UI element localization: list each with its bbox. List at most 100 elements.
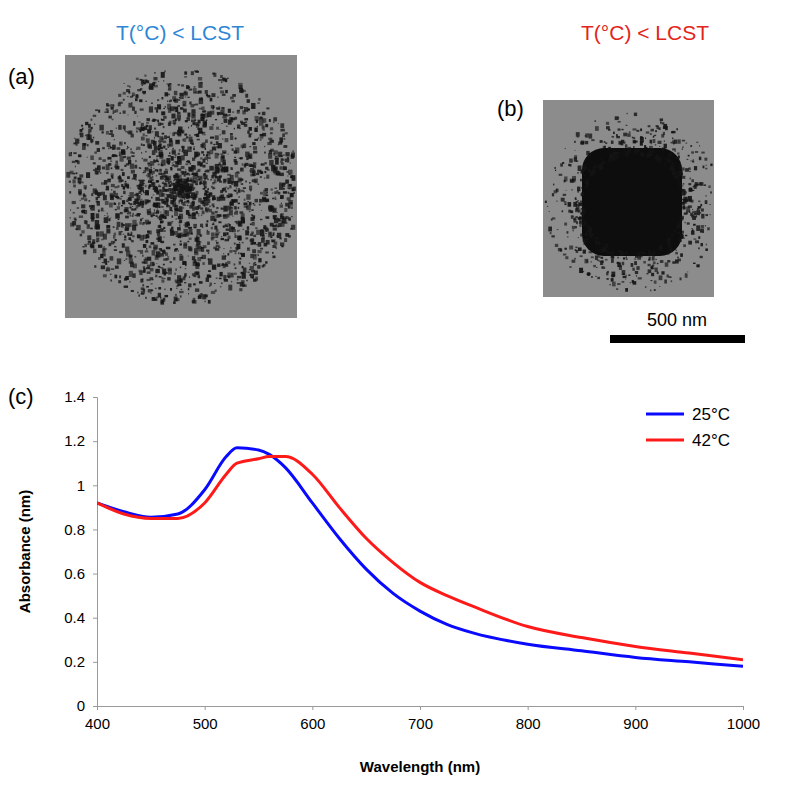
particle [143, 244, 146, 248]
particle [123, 125, 126, 129]
particle [176, 285, 178, 286]
particle [168, 122, 171, 126]
particle [159, 152, 163, 156]
particle [273, 215, 277, 217]
particle [93, 162, 96, 164]
particle [189, 238, 192, 240]
particle [179, 224, 181, 226]
particle [175, 107, 179, 112]
particle [273, 150, 277, 154]
particle [272, 245, 276, 248]
particle [227, 114, 229, 116]
particle [123, 99, 125, 101]
particle [158, 164, 160, 166]
particle [209, 205, 210, 207]
particle [194, 172, 198, 176]
particle [204, 183, 206, 185]
particle [146, 175, 147, 177]
particle [102, 167, 105, 170]
particle [249, 262, 250, 264]
particle [264, 152, 265, 154]
particle [200, 82, 202, 84]
particle [256, 230, 260, 235]
particle [193, 283, 196, 285]
particle [73, 212, 75, 214]
particle [285, 132, 288, 134]
particle [259, 120, 263, 126]
particle [218, 164, 219, 166]
particle [278, 142, 282, 145]
particle [163, 108, 165, 109]
particle [171, 193, 173, 194]
particle [174, 206, 178, 210]
particle [223, 248, 225, 250]
particle [205, 190, 208, 193]
particle [114, 186, 117, 188]
particle [142, 91, 146, 94]
particle [245, 121, 247, 123]
particle [171, 210, 172, 211]
particle [250, 217, 254, 221]
particle [271, 239, 275, 242]
particle [247, 226, 249, 229]
particle [257, 126, 258, 127]
particle [223, 275, 226, 280]
particle [84, 244, 87, 247]
particle [197, 276, 200, 278]
particle [125, 228, 129, 231]
particle [172, 148, 174, 150]
particle [165, 189, 169, 192]
particle [178, 216, 181, 219]
particle [285, 159, 289, 163]
particle [197, 176, 199, 178]
particle [204, 171, 206, 172]
particle [262, 129, 265, 131]
particle [278, 144, 279, 145]
particle [189, 277, 190, 278]
particle [85, 135, 86, 136]
particle [230, 201, 234, 206]
particle [146, 286, 149, 288]
particle [249, 186, 252, 190]
particle [281, 203, 282, 204]
particle [104, 259, 108, 264]
particle [152, 183, 154, 186]
particle [290, 228, 292, 230]
particle [290, 175, 293, 178]
particle [287, 184, 291, 189]
particle [162, 190, 165, 192]
particle [79, 133, 81, 134]
particle [84, 220, 87, 224]
particle [249, 211, 251, 212]
particle [206, 119, 207, 121]
particle [166, 158, 170, 163]
particle [139, 184, 140, 186]
particle [260, 192, 263, 195]
particle [221, 107, 224, 110]
particle [110, 279, 112, 281]
particle [120, 177, 121, 178]
particle [151, 167, 152, 169]
particle [111, 268, 114, 270]
particle [154, 210, 155, 212]
particle [179, 233, 183, 238]
particle [177, 181, 180, 184]
particle [252, 142, 255, 145]
particle [122, 243, 125, 247]
particle [160, 248, 162, 250]
particle [231, 182, 233, 185]
particle [117, 258, 121, 264]
particle [280, 220, 281, 222]
particle [147, 230, 151, 234]
particle [244, 205, 247, 207]
particle [222, 78, 225, 80]
particle [266, 176, 267, 178]
particle [79, 191, 82, 195]
particle [142, 180, 144, 182]
particle [224, 206, 228, 211]
particle [75, 160, 78, 162]
particle [119, 175, 121, 177]
particle [261, 210, 262, 212]
particle [183, 152, 185, 154]
particle [156, 155, 158, 157]
